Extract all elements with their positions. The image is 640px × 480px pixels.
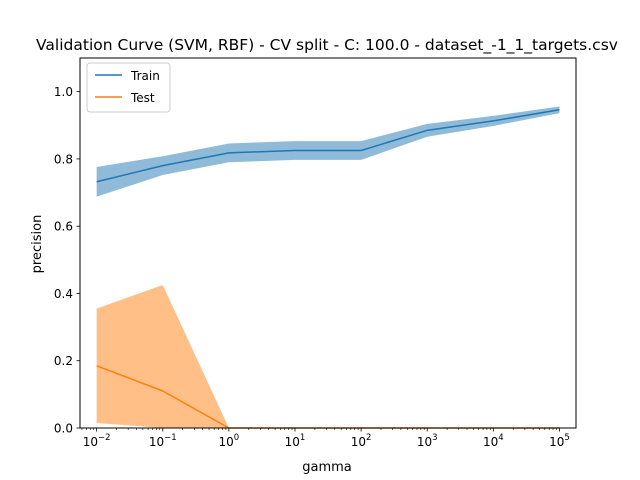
y-tick-label: 0.0 bbox=[54, 422, 73, 436]
y-tick-label: 0.4 bbox=[54, 287, 73, 301]
x-tick-label: 100 bbox=[219, 433, 240, 449]
test-std-band bbox=[96, 285, 560, 428]
x-axis-label: gamma bbox=[302, 460, 352, 475]
y-tick-label: 0.2 bbox=[54, 354, 73, 368]
plot-frame bbox=[79, 57, 577, 429]
x-tick-label: 101 bbox=[285, 433, 306, 449]
legend-label-test: Test bbox=[130, 91, 155, 105]
chart-title: Validation Curve (SVM, RBF) - CV split -… bbox=[36, 36, 618, 55]
train-std-band bbox=[96, 106, 560, 197]
confidence-bands bbox=[96, 106, 560, 428]
y-tick-label: 0.8 bbox=[54, 152, 73, 166]
legend: Train Test bbox=[86, 62, 171, 113]
x-axis-ticks: 10−2 10−1 100 101 102 103 104 105 bbox=[81, 428, 570, 449]
x-tick-label: 10−2 bbox=[83, 433, 111, 449]
train-series-line bbox=[96, 109, 560, 183]
x-tick-label: 102 bbox=[351, 433, 372, 449]
x-tick-label: 104 bbox=[483, 433, 504, 449]
legend-label-train: Train bbox=[130, 69, 160, 83]
y-axis-ticks: 0.0 0.2 0.4 0.6 0.8 1.0 bbox=[54, 85, 80, 436]
x-tick-label: 10−1 bbox=[149, 433, 177, 449]
x-tick-label: 103 bbox=[417, 433, 438, 449]
x-tick-label: 105 bbox=[549, 433, 570, 449]
y-axis-label: precision bbox=[30, 215, 45, 274]
y-tick-label: 0.6 bbox=[54, 220, 73, 234]
y-tick-label: 1.0 bbox=[54, 85, 73, 99]
